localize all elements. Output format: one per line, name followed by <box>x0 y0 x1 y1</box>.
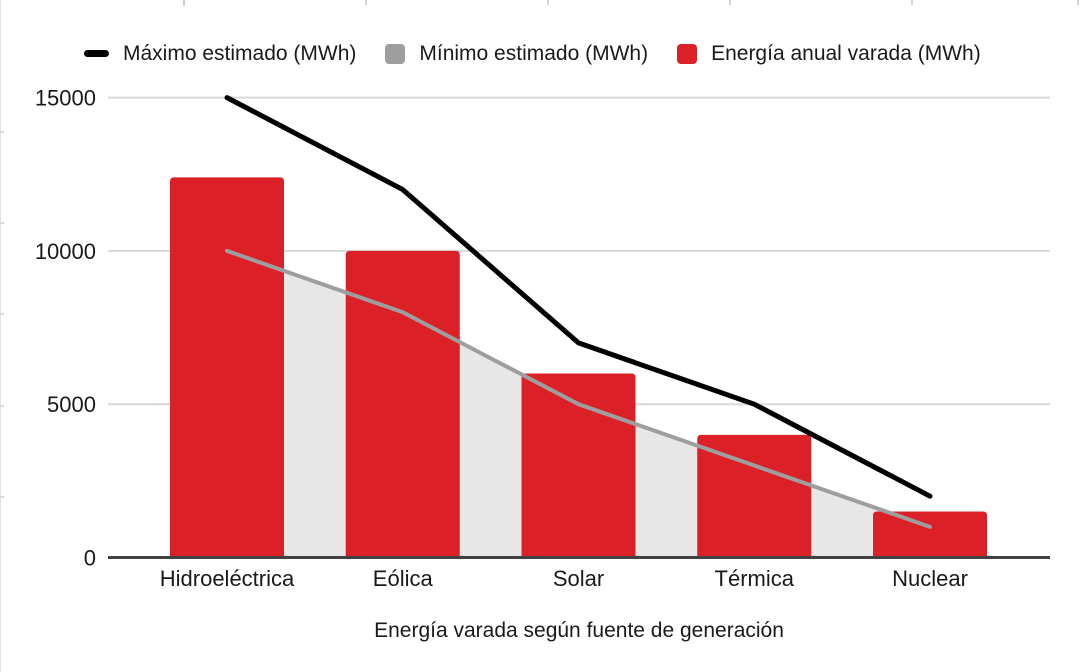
legend-item-maximo-estimado[interactable]: Máximo estimado (MWh) <box>84 42 356 65</box>
y-tick-label-10000: 10000 <box>35 239 96 264</box>
spreadsheet-gridline-tick <box>0 405 4 407</box>
legend-area-swatch-icon <box>385 43 406 64</box>
x-category-label-nuclear: Nuclear <box>892 566 968 591</box>
bar-térmica[interactable] <box>697 434 812 558</box>
legend-item-minimo-estimado[interactable]: Mínimo estimado (MWh) <box>385 42 648 65</box>
x-category-label-térmica: Térmica <box>715 566 795 591</box>
spreadsheet-gridline-tick <box>183 0 185 6</box>
spreadsheet-gridline-tick <box>729 0 731 5</box>
spreadsheet-gridline-tick <box>365 0 367 5</box>
line-minimo-estimado[interactable] <box>225 248 932 529</box>
y-tick-label-5000: 5000 <box>47 392 96 417</box>
x-category-label-eólica: Eólica <box>373 566 434 591</box>
spreadsheet-gridline-tick <box>0 131 4 133</box>
legend-line-swatch-icon <box>84 50 109 57</box>
legend-label: Máximo estimado (MWh) <box>123 42 357 65</box>
spreadsheet-gridline-tick <box>0 313 4 315</box>
spreadsheet-gridline-tick <box>0 496 4 498</box>
legend-label: Mínimo estimado (MWh) <box>419 42 649 65</box>
legend-item-energia-anual-varada[interactable]: Energía anual varada (MWh) <box>677 42 981 65</box>
bar-nuclear[interactable] <box>873 511 987 558</box>
spreadsheet-edge-line <box>0 0 1 672</box>
bar-solar[interactable] <box>521 373 636 558</box>
x-category-label-solar: Solar <box>553 566 604 591</box>
spreadsheet-gridline-tick <box>0 222 4 224</box>
chart-plot: 0 5000 10000 15000 Hidroeléctrica Eólica Solar… <box>35 86 1050 591</box>
y-tick-label-15000: 15000 <box>35 86 96 111</box>
chart-legend: Máximo estimado (MWh) Mínimo estimado (M… <box>84 42 981 65</box>
legend-bar-swatch-icon <box>677 43 698 64</box>
x-category-label-hidroeléctrica: Hidroeléctrica <box>160 566 295 591</box>
spreadsheet-gridline-tick <box>547 0 549 5</box>
line-maximo-estimado[interactable] <box>224 95 933 499</box>
y-tick-label-0: 0 <box>84 546 96 571</box>
legend-label: Energía anual varada (MWh) <box>711 42 981 65</box>
spreadsheet-gridline-tick <box>1077 0 1079 5</box>
bar-hidroeléctrica[interactable] <box>170 177 284 558</box>
spreadsheet-gridline-tick <box>911 0 913 5</box>
x-axis-title: Energía varada según fuente de generació… <box>374 619 784 642</box>
